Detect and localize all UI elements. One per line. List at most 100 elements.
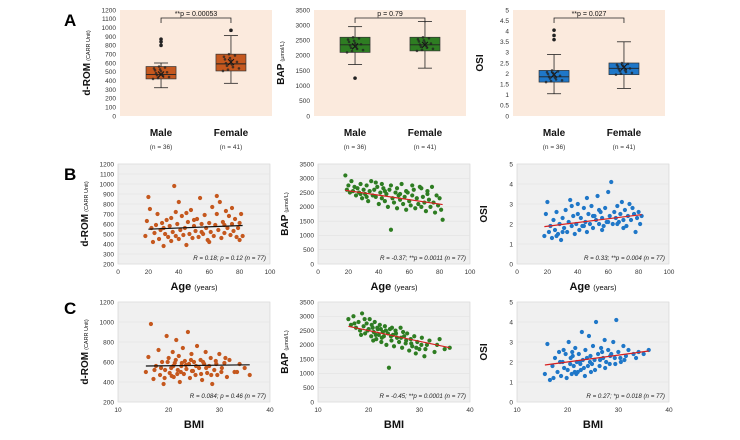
data-point <box>419 342 424 347</box>
data-point <box>231 228 236 234</box>
data-point <box>349 179 354 184</box>
y-tick-label: 400 <box>103 241 114 248</box>
x-axis-title: BMI <box>184 419 204 431</box>
data-point <box>211 233 216 239</box>
data-point <box>234 234 239 240</box>
data-point <box>219 369 224 375</box>
data-point <box>613 361 618 367</box>
data-point <box>401 329 406 335</box>
data-point <box>611 339 616 345</box>
data-point <box>565 367 570 373</box>
y-axis: 0 0.5 1 1.5 2 2.5 3 3.5 4 4.5 5 <box>500 7 509 120</box>
data-point <box>239 211 244 217</box>
data-point <box>630 205 635 211</box>
data-point <box>603 205 608 211</box>
box-sample-point <box>353 41 357 45</box>
box-female: Female (n = 41) <box>214 28 249 151</box>
x-axis-title: BMI <box>384 419 404 431</box>
data-point <box>170 229 175 235</box>
data-point <box>413 206 418 211</box>
data-point <box>562 225 567 231</box>
data-point <box>414 196 419 201</box>
data-point <box>549 235 555 241</box>
y-axis-title: d-ROM (CARR Unit) <box>80 181 91 247</box>
y-tick-label: 500 <box>303 385 314 392</box>
data-point <box>432 349 437 355</box>
category-label: Male <box>344 128 367 139</box>
x-axis: 0 20 40 60 80 100 <box>515 269 675 276</box>
data-point <box>437 196 442 201</box>
data-point <box>189 351 194 357</box>
data-point <box>587 359 593 365</box>
y-tick-label: 200 <box>103 261 114 268</box>
data-point <box>574 371 579 377</box>
y-tick-label: 0 <box>509 261 513 268</box>
data-point <box>585 363 591 369</box>
data-point <box>597 357 603 363</box>
data-point <box>237 220 242 226</box>
data-point <box>588 353 593 359</box>
data-point <box>584 195 590 201</box>
data-point <box>547 377 553 383</box>
data-point <box>596 207 602 213</box>
box-sample-point <box>227 52 231 56</box>
box-sample-point <box>228 56 232 60</box>
box-male: Male (n = 36) <box>339 26 371 151</box>
data-point <box>219 235 224 241</box>
data-point <box>546 229 552 235</box>
stats-annotation: R = -0.45; **p = 0.0001 (n = 77) <box>379 393 466 400</box>
category-label: Male <box>543 128 566 139</box>
box-iqr <box>145 66 177 80</box>
trend-line <box>345 189 443 206</box>
data-point <box>618 355 623 361</box>
data-point <box>614 317 619 323</box>
data-point <box>222 360 227 366</box>
data-point <box>229 221 235 227</box>
y-tick-label: 4.5 <box>500 18 509 25</box>
y-tick-label: 4 <box>505 29 509 36</box>
y-axis: 0 1 2 3 4 5 <box>509 161 669 268</box>
data-point <box>589 203 594 209</box>
data-point <box>604 359 609 365</box>
data-point <box>391 200 397 205</box>
y-axis-title-main: OSI <box>479 343 490 360</box>
data-point <box>389 325 395 330</box>
y-tick-label: 0.5 <box>500 103 509 110</box>
y-tick-label: 1 <box>505 92 509 99</box>
scatter-points <box>542 179 644 243</box>
data-point <box>606 347 611 353</box>
data-point <box>550 363 555 369</box>
data-point <box>612 209 617 215</box>
data-point <box>621 225 626 231</box>
data-point <box>578 215 583 221</box>
data-point <box>399 181 404 187</box>
y-tick-label: 1000 <box>100 181 115 188</box>
data-point <box>210 204 215 210</box>
data-point <box>377 322 382 327</box>
y-axis-title: BAP (µmol/L) <box>280 192 291 236</box>
y-tick-label: 3.5 <box>500 39 509 46</box>
data-point <box>382 324 387 329</box>
x-tick-label: 20 <box>544 269 552 276</box>
y-tick-label: 800 <box>103 201 114 208</box>
box-sample-point <box>556 70 560 73</box>
data-point <box>219 365 224 371</box>
y-tick-label: 2500 <box>300 328 315 335</box>
data-point <box>398 325 403 330</box>
box-sample-point <box>620 61 624 65</box>
box-sample-point <box>630 71 634 75</box>
category-label: Female <box>607 128 642 139</box>
data-point <box>175 221 180 227</box>
data-point <box>240 233 245 239</box>
data-point <box>561 347 566 353</box>
box-sample-point <box>617 67 621 71</box>
x-tick-label: 100 <box>265 269 276 276</box>
box-sample-point <box>545 70 549 74</box>
y-axis-title: OSI <box>479 343 490 360</box>
y-tick-label: 1000 <box>296 83 311 90</box>
box-sample-point <box>165 70 169 74</box>
stats-annotation: R = 0.27; *p = 0.018 (n = 77) <box>586 393 665 400</box>
box-sample-point <box>551 71 555 75</box>
x-tick-label: 30 <box>615 407 623 414</box>
